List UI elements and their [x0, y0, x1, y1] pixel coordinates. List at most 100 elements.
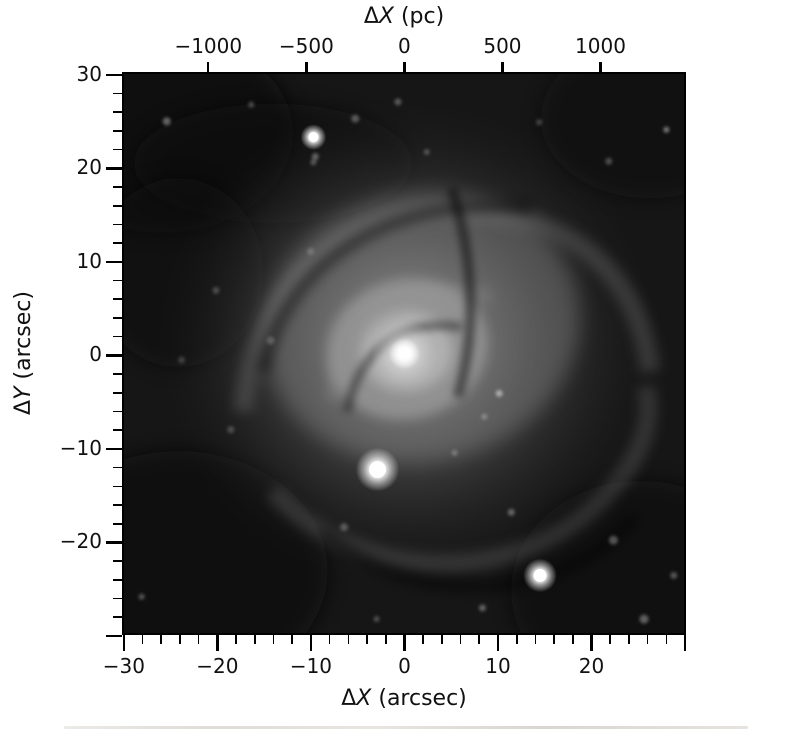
- x-tick-label: 10: [485, 654, 511, 678]
- faint-source: [266, 336, 275, 345]
- x-minor-tick: [534, 635, 537, 644]
- y-minor-tick: [113, 335, 122, 338]
- y-minor-tick: [113, 186, 122, 188]
- x-minor-tick: [254, 635, 256, 644]
- top-major-tick: [207, 62, 210, 72]
- y-major-tick: [106, 167, 122, 170]
- x-minor-tick: [646, 635, 649, 644]
- galaxy-image: [124, 74, 684, 633]
- x-minor-tick: [272, 635, 275, 644]
- x-major-tick: [122, 635, 126, 651]
- faint-source: [536, 119, 543, 126]
- y-tick-label: −10: [59, 435, 102, 460]
- y-tick-label: 10: [76, 248, 102, 273]
- y-tick-label: 30: [76, 61, 102, 86]
- top-major-tick: [599, 62, 602, 72]
- faint-source: [340, 523, 349, 532]
- x-minor-tick: [384, 635, 387, 644]
- top-axis-ticks: −1000 −500 0 500 1000: [122, 34, 686, 72]
- y-major-tick: [106, 73, 122, 76]
- galaxy-image-panel: [122, 72, 686, 635]
- x-minor-tick: [179, 635, 181, 644]
- x-minor-tick: [141, 635, 144, 644]
- faint-source: [663, 126, 670, 133]
- top-axis-title-prefix: Δ: [363, 4, 379, 29]
- faint-source: [394, 98, 402, 106]
- x-minor-tick: [328, 635, 331, 644]
- y-minor-tick: [113, 204, 122, 207]
- nucleus: [399, 348, 410, 359]
- x-minor-tick: [366, 635, 368, 644]
- y-minor-tick: [113, 279, 122, 282]
- y-minor-tick: [113, 111, 122, 113]
- y-minor-tick: [113, 148, 122, 151]
- x-minor-tick: [628, 635, 630, 644]
- bright-point-sources: [300, 124, 557, 593]
- faint-source: [605, 157, 613, 165]
- x-major-tick: [590, 635, 593, 651]
- faint-source: [608, 535, 618, 545]
- y-major-tick: [106, 354, 122, 357]
- x-tick-label: 0: [398, 654, 411, 678]
- y-minor-tick: [113, 373, 122, 375]
- y-minor-tick: [113, 560, 122, 562]
- faint-source: [507, 508, 515, 516]
- bottom-axis-title: ΔX (arcsec): [122, 686, 686, 712]
- faint-source: [451, 449, 458, 456]
- faint-source: [212, 286, 220, 294]
- x-minor-tick: [441, 635, 443, 644]
- bottom-axis-ticks: −30 −20 −10 0 10 20: [103, 635, 687, 685]
- y-tick-label: −20: [59, 529, 102, 554]
- bottom-axis-title-unit: (arcsec): [371, 686, 467, 711]
- x-tick-label: −10: [289, 654, 333, 678]
- faint-source: [310, 159, 317, 166]
- top-tick-label: −1000: [174, 34, 243, 58]
- x-minor-tick: [609, 635, 612, 644]
- y-tick-label: 20: [76, 155, 102, 180]
- left-axis-ticks: 30 20 10 0 −10 −20: [0, 62, 122, 638]
- faint-source: [227, 426, 235, 434]
- y-minor-tick: [113, 130, 122, 132]
- y-major-tick: [106, 634, 122, 638]
- top-major-tick: [403, 62, 406, 72]
- x-major-tick: [496, 635, 500, 651]
- y-minor-tick: [113, 410, 122, 413]
- y-major-tick: [106, 541, 122, 544]
- y-tick-label: 0: [89, 342, 102, 367]
- y-minor-tick: [113, 466, 122, 469]
- faint-source: [178, 356, 186, 364]
- top-axis-title-unit: (pc): [393, 4, 445, 29]
- top-tick-label: 500: [483, 34, 522, 58]
- faint-source: [670, 571, 678, 579]
- faint-source: [423, 149, 430, 155]
- top-tick-label: −500: [278, 34, 334, 58]
- top-tick-label: 0: [398, 34, 411, 58]
- y-major-tick: [106, 260, 122, 264]
- faint-source: [495, 389, 503, 397]
- x-minor-tick: [478, 635, 481, 644]
- x-minor-tick: [160, 635, 163, 644]
- x-minor-tick: [665, 635, 668, 644]
- x-minor-tick: [347, 635, 350, 644]
- y-minor-tick: [113, 504, 122, 506]
- x-minor-tick: [197, 635, 200, 644]
- x-major-tick: [216, 635, 219, 651]
- faint-source: [138, 593, 145, 600]
- y-minor-tick: [113, 317, 122, 319]
- y-minor-tick: [113, 391, 122, 394]
- y-minor-tick: [113, 92, 122, 95]
- faint-source: [248, 101, 255, 108]
- top-major-tick: [501, 62, 504, 72]
- top-axis-title-var: X: [378, 4, 394, 29]
- y-minor-tick: [113, 242, 122, 244]
- bright-star: [308, 132, 319, 143]
- faint-source: [311, 153, 319, 161]
- faint-source: [162, 117, 171, 126]
- y-minor-tick: [113, 485, 122, 488]
- faint-star-knots: [138, 98, 678, 624]
- x-minor-tick: [515, 635, 518, 644]
- x-minor-tick: [291, 635, 294, 644]
- x-minor-tick: [553, 635, 555, 644]
- y-minor-tick: [113, 579, 122, 581]
